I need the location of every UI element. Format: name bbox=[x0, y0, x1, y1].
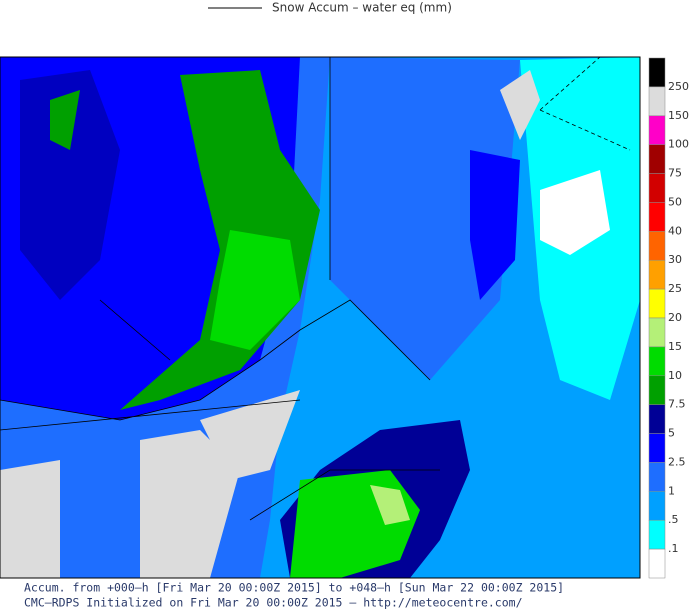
colorbar-label: 30 bbox=[668, 253, 682, 266]
colorbar-swatch bbox=[648, 433, 666, 463]
region-white bbox=[540, 170, 610, 255]
colorbar-label: 100 bbox=[668, 138, 689, 151]
map-frame bbox=[0, 56, 641, 579]
colorbar-label: .5 bbox=[668, 513, 679, 526]
colorbar-swatch bbox=[648, 86, 666, 117]
colorbar-swatch bbox=[648, 375, 666, 405]
colorbar-label: 25 bbox=[668, 282, 682, 295]
colorbar-label: .1 bbox=[668, 542, 679, 555]
colorbar-label: 1 bbox=[668, 484, 675, 497]
colorbar-label: 250 bbox=[668, 80, 689, 93]
colorbar-label: 10 bbox=[668, 369, 682, 382]
region-lightgreen bbox=[370, 485, 410, 525]
colorbar-swatch bbox=[648, 462, 666, 492]
colorbar-label: 40 bbox=[668, 224, 682, 237]
colorbar-swatch bbox=[648, 317, 666, 348]
colorbar-swatch bbox=[648, 231, 666, 261]
region-green-n2 bbox=[210, 230, 300, 350]
colorbar-label: 50 bbox=[668, 195, 682, 208]
colorbar-label: 2.5 bbox=[668, 455, 686, 468]
colorbar-label: 20 bbox=[668, 311, 682, 324]
region-east-blue bbox=[470, 150, 520, 300]
dashed-borders bbox=[539, 57, 631, 151]
colorbar-swatch bbox=[648, 491, 666, 521]
map bbox=[0, 56, 641, 579]
region-east bbox=[330, 57, 520, 380]
region-gray bbox=[0, 390, 300, 578]
legend-title: Snow Accum – water eq (mm) bbox=[272, 1, 452, 15]
region-gray-ne bbox=[500, 70, 540, 140]
region-green-w bbox=[50, 90, 80, 150]
colorbar-swatch bbox=[648, 173, 666, 203]
borders bbox=[0, 57, 440, 521]
colorbar-swatch bbox=[648, 144, 666, 174]
colorbar-swatch bbox=[648, 548, 666, 579]
colorbar-swatch bbox=[648, 259, 666, 290]
colorbar-label: 75 bbox=[668, 167, 682, 180]
colorbar-swatch bbox=[648, 404, 666, 434]
footer-line: CMC–RDPS Initialized on Fri Mar 20 00:00… bbox=[24, 596, 523, 610]
colorbar: 250 150 100 75 50 40 30 25 20 15 10 7.5 5 2.5 1 .5 .1 bbox=[648, 57, 689, 579]
colorbar-swatch bbox=[648, 519, 666, 550]
colorbar-label: 150 bbox=[668, 109, 689, 122]
colorbar-swatch bbox=[648, 115, 666, 145]
colorbar-swatch bbox=[648, 57, 666, 88]
colorbar-label: 5 bbox=[668, 427, 675, 440]
colorbar-swatch bbox=[648, 202, 666, 232]
colorbar-swatch bbox=[648, 346, 666, 377]
colorbar-label: 7.5 bbox=[668, 398, 686, 411]
footer-line: Accum. from +000–h [Fri Mar 20 00:00Z 20… bbox=[24, 581, 564, 595]
colorbar-swatch bbox=[648, 288, 666, 319]
colorbar-label: 15 bbox=[668, 340, 682, 353]
region-navy bbox=[20, 70, 120, 300]
